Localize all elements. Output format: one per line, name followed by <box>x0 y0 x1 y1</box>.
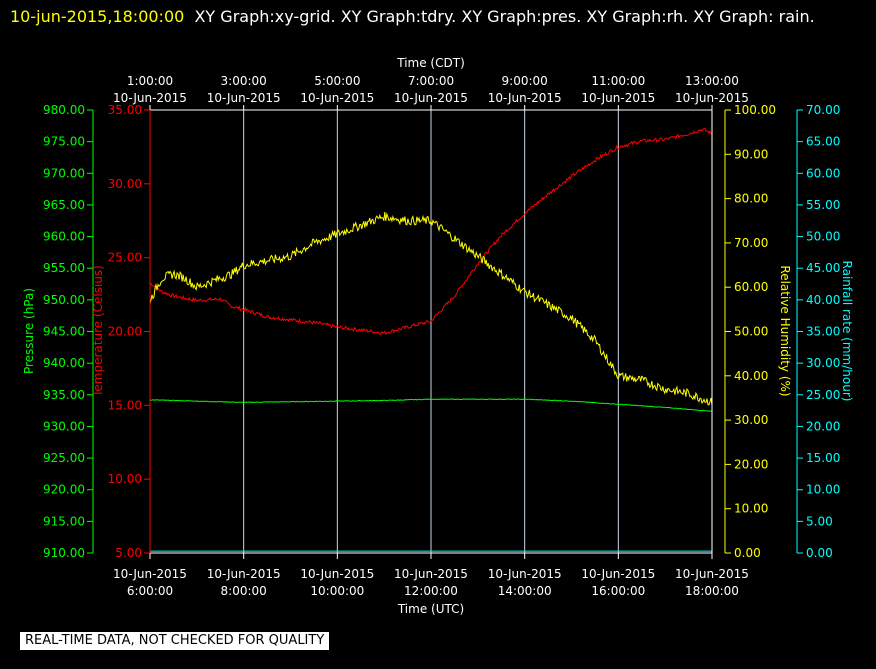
x-tick-label-date: 10-Jun-2015 <box>581 567 655 581</box>
pressure-tick-label: 975.00 <box>43 135 85 149</box>
x-top-tick-label-time: 3:00:00 <box>221 74 267 88</box>
humidity-tick-label: 30.00 <box>734 413 768 427</box>
temperature-tick-label: 30.00 <box>108 177 142 191</box>
rain-tick-label: 10.00 <box>806 483 840 497</box>
x-top-tick-label-date: 10-Jun-2015 <box>675 91 749 105</box>
pressure-series-line <box>149 398 712 412</box>
timestamp: 10-jun-2015,18:00:00 <box>10 7 185 26</box>
x-tick-label-time: 18:00:00 <box>685 584 739 598</box>
humidity-series-line <box>149 212 713 406</box>
temperature-tick-label: 15.00 <box>108 398 142 412</box>
rain-tick-label: 70.00 <box>806 103 840 117</box>
x-top-tick-label-time: 5:00:00 <box>314 74 360 88</box>
rain-tick-label: 65.00 <box>806 135 840 149</box>
x-tick-label-time: 10:00:00 <box>310 584 364 598</box>
rain-axis-label: Rainfall rate (mm/hour) <box>840 261 854 402</box>
rain-tick-label: 55.00 <box>806 198 840 212</box>
humidity-tick-label: 50.00 <box>734 325 768 339</box>
x-top-tick-label-time: 11:00:00 <box>591 74 645 88</box>
chart-header: 10-jun-2015,18:00:00 XY Graph:xy-grid. X… <box>10 2 860 32</box>
rain-tick-label: 0.00 <box>806 546 833 560</box>
pressure-tick-label: 910.00 <box>43 546 85 560</box>
pressure-tick-label: 925.00 <box>43 451 85 465</box>
grid-lines <box>243 110 619 553</box>
humidity-tick-label: 0.00 <box>734 546 761 560</box>
x-tick-label-date: 10-Jun-2015 <box>300 567 374 581</box>
rain-tick-label: 15.00 <box>806 451 840 465</box>
x-tick-label-time: 8:00:00 <box>221 584 267 598</box>
rain-tick-label: 25.00 <box>806 388 840 402</box>
humidity-tick-label: 90.00 <box>734 147 768 161</box>
header-graph-list: XY Graph:xy-grid. XY Graph:tdry. XY Grap… <box>194 7 815 26</box>
humidity-tick-label: 70.00 <box>734 236 768 250</box>
humidity-tick-label: 10.00 <box>734 502 768 516</box>
temperature-tick-label: 10.00 <box>108 472 142 486</box>
x-top-tick-label-time: 7:00:00 <box>408 74 454 88</box>
x-tick-label-date: 10-Jun-2015 <box>207 567 281 581</box>
humidity-tick-label: 100.00 <box>734 103 776 117</box>
temperature-tick-label: 5.00 <box>115 546 142 560</box>
rain-tick-label: 60.00 <box>806 166 840 180</box>
x-axis-label-cdt: Time (CDT) <box>396 56 465 70</box>
pressure-tick-label: 945.00 <box>43 325 85 339</box>
temperature-series-line <box>149 128 713 336</box>
rain-tick-label: 20.00 <box>806 419 840 433</box>
pressure-tick-label: 935.00 <box>43 388 85 402</box>
x-top-tick-label-time: 13:00:00 <box>685 74 739 88</box>
rain-tick-label: 40.00 <box>806 293 840 307</box>
x-tick-label-time: 6:00:00 <box>127 584 173 598</box>
rain-tick-label: 45.00 <box>806 261 840 275</box>
pressure-tick-label: 915.00 <box>43 514 85 528</box>
axes: 10-Jun-2015 6:00:00 10-Jun-2015 8:00:00 10-J… <box>22 56 854 616</box>
x-top-tick-label-date: 10-Jun-2015 <box>207 91 281 105</box>
x-tick-label-date: 10-Jun-2015 <box>394 567 468 581</box>
rain-tick-label: 30.00 <box>806 356 840 370</box>
pressure-tick-label: 965.00 <box>43 198 85 212</box>
rain-tick-label: 50.00 <box>806 230 840 244</box>
x-tick-label-time: 16:00:00 <box>591 584 645 598</box>
x-axis-label-utc: Time (UTC) <box>397 602 464 616</box>
x-tick-label-date: 10-Jun-2015 <box>675 567 749 581</box>
x-tick-label-date: 10-Jun-2015 <box>113 567 187 581</box>
quality-warning-banner: REAL-TIME DATA, NOT CHECKED FOR QUALITY <box>20 632 330 650</box>
temperature-tick-label: 20.00 <box>108 325 142 339</box>
humidity-tick-label: 60.00 <box>734 280 768 294</box>
pressure-tick-label: 930.00 <box>43 419 85 433</box>
x-top-tick-label-date: 10-Jun-2015 <box>113 91 187 105</box>
series-lines <box>149 128 713 552</box>
pressure-axis-label: Pressure (hPa) <box>22 288 36 374</box>
humidity-tick-label: 40.00 <box>734 369 768 383</box>
x-top-tick-label-date: 10-Jun-2015 <box>300 91 374 105</box>
x-tick-label-date: 10-Jun-2015 <box>488 567 562 581</box>
x-tick-label-time: 12:00:00 <box>404 584 458 598</box>
x-top-tick-label-time: 9:00:00 <box>502 74 548 88</box>
pressure-tick-label: 940.00 <box>43 356 85 370</box>
rain-tick-label: 35.00 <box>806 325 840 339</box>
humidity-axis-label: Relative Humidity (%) <box>778 265 792 396</box>
pressure-tick-label: 960.00 <box>43 230 85 244</box>
x-top-tick-label-date: 10-Jun-2015 <box>488 91 562 105</box>
pressure-tick-label: 970.00 <box>43 166 85 180</box>
pressure-tick-label: 920.00 <box>43 483 85 497</box>
pressure-tick-label: 950.00 <box>43 293 85 307</box>
temperature-tick-label: 25.00 <box>108 251 142 265</box>
x-top-tick-label-date: 10-Jun-2015 <box>394 91 468 105</box>
x-top-tick-label-time: 1:00:00 <box>127 74 173 88</box>
pressure-tick-label: 980.00 <box>43 103 85 117</box>
pressure-tick-label: 955.00 <box>43 261 85 275</box>
humidity-tick-label: 80.00 <box>734 192 768 206</box>
rain-tick-label: 5.00 <box>806 514 833 528</box>
temperature-tick-label: 35.00 <box>108 103 142 117</box>
x-tick-label-time: 14:00:00 <box>498 584 552 598</box>
humidity-tick-label: 20.00 <box>734 457 768 471</box>
temperature-axis-label: Temperature (Celsius) <box>91 265 105 398</box>
x-top-tick-label-date: 10-Jun-2015 <box>581 91 655 105</box>
